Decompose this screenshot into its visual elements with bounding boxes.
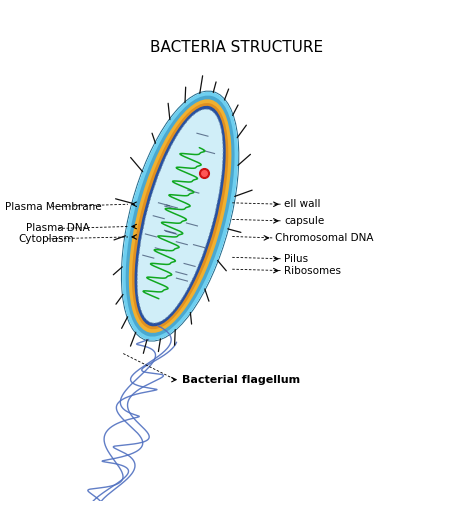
Text: Plasma DNA: Plasma DNA [26,223,90,233]
Ellipse shape [122,92,238,340]
Text: ell wall: ell wall [284,199,321,209]
Text: capsule: capsule [284,216,325,226]
Text: Ribosomes: Ribosomes [284,266,341,276]
Text: Chromosomal DNA: Chromosomal DNA [275,233,374,243]
Ellipse shape [135,106,226,326]
Ellipse shape [132,103,228,329]
Text: Plasma Membrane: Plasma Membrane [5,202,101,212]
Text: Cytoplasm: Cytoplasm [18,234,73,244]
Ellipse shape [137,109,223,323]
Ellipse shape [129,99,231,333]
Text: Pilus: Pilus [284,254,309,264]
Ellipse shape [126,95,235,337]
Text: Bacterial flagellum: Bacterial flagellum [182,375,301,385]
Text: VectorStock: VectorStock [19,506,99,519]
Text: BACTERIA STRUCTURE: BACTERIA STRUCTURE [150,41,324,55]
Text: VectorStock.com/9812792: VectorStock.com/9812792 [327,508,455,518]
